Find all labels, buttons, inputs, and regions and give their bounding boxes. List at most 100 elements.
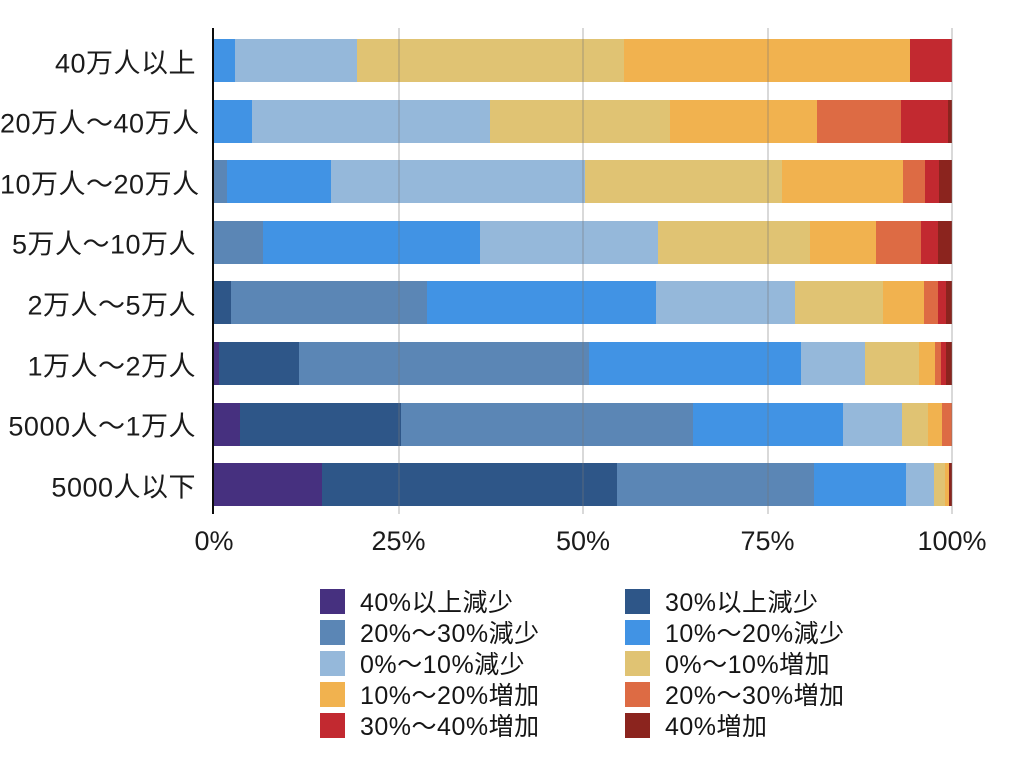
bar-row [214,281,952,325]
bar-segment [906,463,934,507]
bar-segment [262,220,481,264]
category-label: 10万人〜20万人 [0,169,200,200]
bar-segment [918,342,935,385]
legend-item: 20%〜30%増加 [625,681,845,710]
legend-swatch [625,619,650,645]
bar-segment [948,99,952,143]
bar-segment [925,160,940,204]
bar-segment [782,160,904,204]
legend-label: 30%以上減少 [665,589,819,617]
bar-segment [588,342,801,385]
x-tick-label: 100% [917,526,987,556]
bar-segment [480,220,659,264]
bar-segment [843,402,902,446]
bar-segment [939,160,952,204]
legend-item: 30%以上減少 [625,588,819,617]
legend-label: 40%増加 [665,713,768,741]
gridline-25 [397,28,400,514]
bar-segment [948,463,952,507]
bar-segment [937,220,952,264]
legend-swatch [320,650,345,676]
bar-segment [427,281,657,325]
bar-segment [920,220,938,264]
legend-swatch [320,619,345,645]
bar-segment [624,39,910,82]
legend-item: 30%〜40%増加 [320,712,540,741]
bar-segment [214,39,235,82]
bar-row [214,402,952,446]
legend-swatch [625,681,650,707]
bar-segment [945,463,949,507]
bar-segment [239,402,402,446]
x-tick-label: 75% [740,526,795,556]
legend-label: 0%〜10%減少 [360,651,526,679]
bar-row [214,39,952,82]
bar-segment [816,99,902,143]
bar-segment [585,160,783,204]
bar-row [214,463,952,507]
bar-segment [901,99,949,143]
bar-segment [927,402,942,446]
bar-segment [923,281,938,325]
bar-segment [882,281,924,325]
bar-segment [656,281,795,325]
category-label: 5000人以下 [51,472,196,503]
legend-label: 30%〜40%増加 [360,713,540,741]
bar-segment [934,342,941,385]
category-label: 5000人〜1万人 [8,411,196,442]
bar-segment [357,39,625,82]
bar-segment [214,463,322,507]
category-label: 40万人以上 [54,48,196,78]
bar-segment [227,160,332,204]
bar-segment [901,402,928,446]
legend-label: 10%〜20%増加 [360,682,540,710]
legend-swatch [320,712,345,738]
bar-segment [794,281,883,325]
bar-segment [214,220,263,264]
bar-segment [800,342,865,385]
bar-segment [692,402,844,446]
bar-segment [298,342,589,385]
bar-segment [940,342,947,385]
legend-item: 10%〜20%減少 [625,619,845,648]
bar-segment [937,281,947,325]
bar-segment [864,342,919,385]
legend-swatch [625,712,650,738]
bar-segment [946,281,952,325]
legend-item: 40%以上減少 [320,588,514,617]
category-label: 1万人〜2万人 [27,351,196,381]
bar-segment [909,39,952,82]
bar-segment [946,342,952,385]
bar-segment [331,160,586,204]
category-label: 2万人〜5万人 [27,290,196,321]
x-tick-label: 25% [371,526,426,556]
bar-row [214,220,952,264]
legend-label: 40%以上減少 [360,589,514,617]
legend-item: 10%〜20%増加 [320,681,540,710]
bar-segment [214,402,240,446]
legend-swatch [320,681,345,707]
legend-swatch [320,588,345,614]
bar-row [214,160,952,204]
bar-segment [941,402,952,446]
legend-item: 40%増加 [625,712,768,741]
bar-segment [490,99,671,143]
bar-segment [214,99,253,143]
legend-label: 0%〜10%増加 [665,651,831,679]
gridline-50 [582,28,584,514]
legend-item: 20%〜30%減少 [320,619,540,648]
bar-segment [219,342,299,385]
bar-segment [810,220,876,264]
bar-segment [214,281,231,325]
plot-area [214,28,953,514]
bar-segment [321,463,617,507]
bar-segment [933,463,946,507]
legend-label: 20%〜30%増加 [665,682,845,710]
legend-label: 10%〜20%減少 [665,620,845,648]
legend-swatch [625,650,650,676]
bar-row [214,99,952,143]
y-axis-line [212,28,214,514]
bar-segment [214,160,228,204]
